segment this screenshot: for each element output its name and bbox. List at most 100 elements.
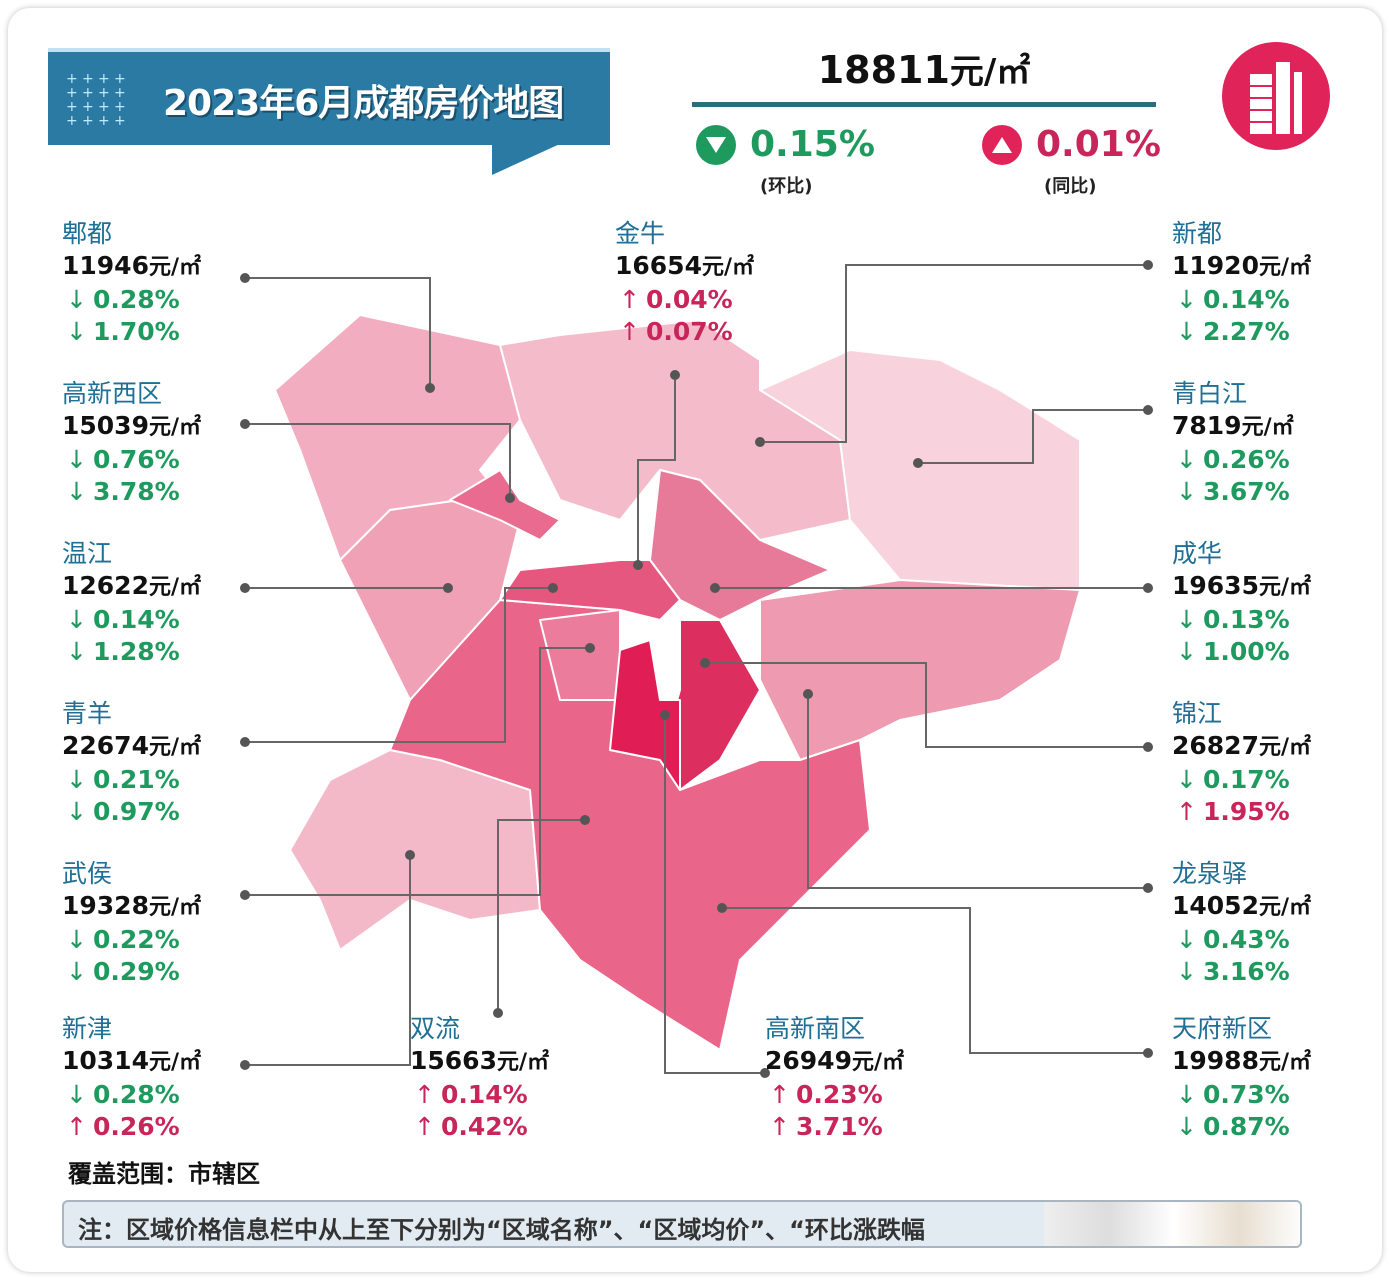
yoy-value: 0.97%	[92, 797, 180, 826]
leader-line	[245, 587, 553, 743]
leader-dot	[505, 493, 515, 503]
leader-line	[807, 694, 1148, 889]
leader-dot	[660, 710, 670, 720]
leader-line	[245, 647, 590, 896]
leader-dot	[443, 583, 453, 593]
average-price: 18811元/㎡	[692, 44, 1156, 93]
arrow-up-icon: ↑	[414, 1112, 435, 1141]
district-price: 22674	[62, 731, 149, 760]
district-label: 青羊 22674元/㎡ ↓ 0.21% ↓ 0.97%	[62, 698, 201, 828]
district-name: 龙泉驿	[1172, 859, 1248, 888]
district-name: 新津	[62, 1014, 113, 1043]
district-label: 龙泉驿 14052元/㎡ ↓ 0.43% ↓ 3.16%	[1172, 858, 1311, 988]
mom-value: 0.26%	[1202, 445, 1290, 474]
mom-value: 0.13%	[1202, 605, 1290, 634]
district-mom: ↓ 0.26%	[1172, 444, 1294, 476]
mom-value: 0.28%	[92, 285, 180, 314]
price-unit: 元/㎡	[1258, 575, 1312, 600]
leader-line	[637, 375, 676, 565]
arrow-down-icon: ↓	[66, 317, 87, 346]
leader-dot	[580, 815, 590, 825]
district-price: 15039	[62, 411, 149, 440]
district-mom: ↑ 0.04%	[615, 284, 754, 316]
arrow-down-icon: ↓	[1176, 317, 1197, 346]
district-mom: ↓ 0.13%	[1172, 604, 1311, 636]
district-name: 青羊	[62, 699, 113, 728]
leader-dot	[240, 273, 250, 283]
leader-dot	[585, 643, 595, 653]
district-yoy: ↓ 1.28%	[62, 636, 201, 668]
district-price: 14052	[1172, 891, 1259, 920]
price-unit: 元/㎡	[148, 255, 202, 280]
leader-dot	[1143, 1048, 1153, 1058]
leader-line	[245, 277, 431, 388]
district-label: 高新南区 26949元/㎡ ↑ 0.23% ↑ 3.71%	[765, 1013, 904, 1143]
district-label: 新都 11920元/㎡ ↓ 0.14% ↓ 2.27%	[1172, 218, 1311, 348]
district-yoy: ↑ 3.71%	[765, 1111, 904, 1143]
arrow-down-icon: ↓	[66, 285, 87, 314]
arrow-up-icon: ↑	[619, 285, 640, 314]
district-mom: ↓ 0.17%	[1172, 764, 1311, 796]
district-yoy: ↓ 3.67%	[1172, 476, 1294, 508]
price-unit: 元/㎡	[148, 735, 202, 760]
yoy-value: 1.00%	[1202, 637, 1290, 666]
yoy-value: 1.28%	[92, 637, 180, 666]
district-label: 温江 12622元/㎡ ↓ 0.14% ↓ 1.28%	[62, 538, 201, 668]
district-name: 双流	[410, 1014, 461, 1043]
mom-value: 0.14%	[440, 1080, 528, 1109]
price-unit: 元/㎡	[1258, 895, 1312, 920]
note-text: 注：区域价格信息栏中从上至下分别为“区域名称”、“区域均价”、“环比涨跌幅	[78, 1216, 925, 1244]
arrow-down-icon: ↓	[1176, 957, 1197, 986]
district-yoy: ↓ 1.00%	[1172, 636, 1311, 668]
arrow-down-icon: ↓	[1176, 925, 1197, 954]
triangle-down-icon	[696, 124, 736, 165]
district-label: 天府新区 19988元/㎡ ↓ 0.73% ↓ 0.87%	[1172, 1013, 1311, 1143]
arrow-down-icon: ↓	[66, 957, 87, 986]
yoy-value: 1.70%	[92, 317, 180, 346]
yoy-value: 0.42%	[440, 1112, 528, 1141]
price-unit: 元/㎡	[148, 575, 202, 600]
leader-dot	[240, 1060, 250, 1070]
yoy-value: 0.87%	[1202, 1112, 1290, 1141]
yoy-value: 0.01%	[1036, 124, 1161, 165]
leader-dot	[1143, 883, 1153, 893]
yoy-value: 3.78%	[92, 477, 180, 506]
yoy-value: 0.29%	[92, 957, 180, 986]
yoy-value: 0.26%	[92, 1112, 180, 1141]
arrow-up-icon: ↑	[414, 1080, 435, 1109]
region-longquanyi	[759, 579, 1081, 761]
district-yoy: ↑ 0.26%	[62, 1111, 201, 1143]
arrow-down-icon: ↓	[66, 605, 87, 634]
district-mom: ↓ 0.43%	[1172, 924, 1311, 956]
price-unit: 元/㎡	[496, 1050, 550, 1075]
mom-value: 0.43%	[1202, 925, 1290, 954]
leader-dot	[700, 658, 710, 668]
arrow-down-icon: ↓	[1176, 765, 1197, 794]
divider	[692, 102, 1156, 107]
mom-label: (环比)	[760, 176, 813, 197]
mom-value: 0.17%	[1202, 765, 1290, 794]
leader-dot	[633, 560, 643, 570]
yoy-label: (同比)	[1044, 176, 1097, 197]
district-mom: ↓ 0.14%	[1172, 284, 1311, 316]
price-unit: 元/㎡	[1258, 255, 1312, 280]
leader-dot	[548, 583, 558, 593]
building-icon	[1250, 62, 1302, 134]
leader-dot	[405, 850, 415, 860]
banner-tail	[492, 143, 562, 175]
mom-change: 0.15%	[696, 124, 875, 165]
price-unit: 元/㎡	[701, 255, 755, 280]
district-price: 11920	[1172, 251, 1259, 280]
yoy-value: 0.07%	[645, 317, 733, 346]
district-mom: ↓ 0.21%	[62, 764, 201, 796]
price-unit: 元/㎡	[148, 1050, 202, 1075]
district-yoy: ↓ 3.78%	[62, 476, 201, 508]
mom-value: 0.14%	[1202, 285, 1290, 314]
district-name: 天府新区	[1172, 1014, 1273, 1043]
district-yoy: ↑ 0.07%	[615, 316, 754, 348]
arrow-down-icon: ↓	[1176, 285, 1197, 314]
dot-grid-icon: + + + + + + + + + + + + + + + +	[66, 71, 126, 129]
leader-dot	[1143, 405, 1153, 415]
leader-dot	[425, 383, 435, 393]
district-yoy: ↓ 2.27%	[1172, 316, 1311, 348]
